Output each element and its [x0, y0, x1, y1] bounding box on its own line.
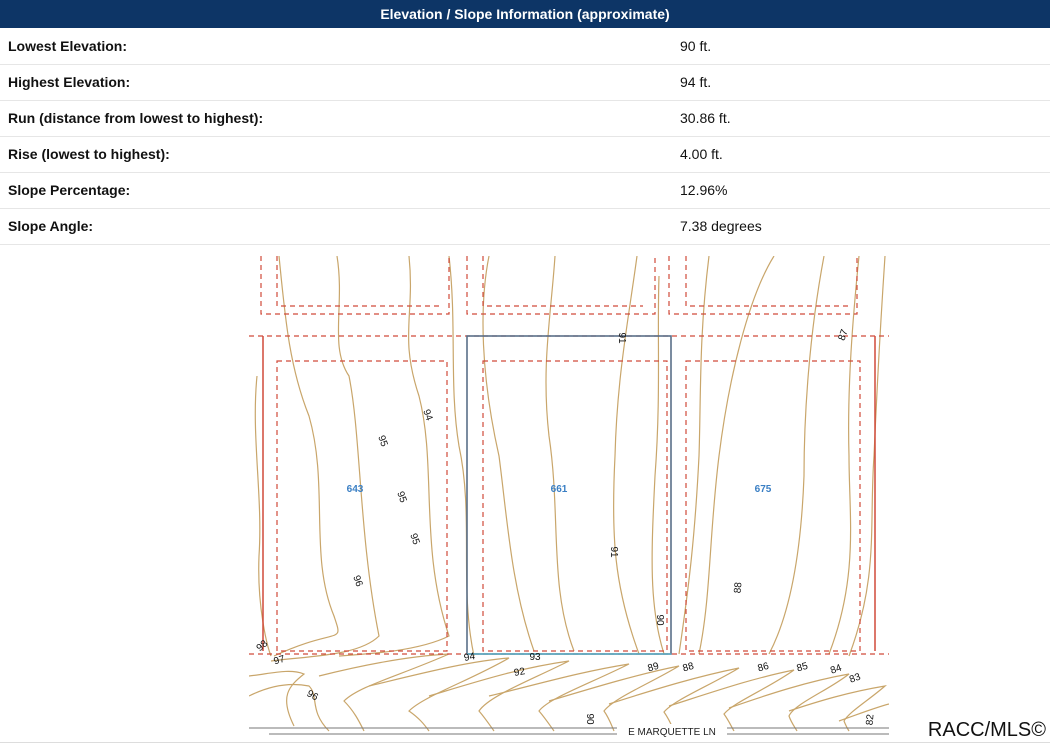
contour-label: 91 [616, 332, 627, 344]
contour-label: 94 [463, 651, 476, 664]
bottom-divider [0, 742, 1050, 743]
contour-label: 87 [837, 328, 851, 343]
contour-label: 95 [394, 490, 408, 505]
contour-line [608, 667, 740, 732]
contour-label: 92 [513, 666, 526, 679]
contour-label: 82 [865, 713, 877, 725]
table-row: Lowest Elevation: 90 ft. [0, 28, 1050, 65]
row-value: 12.96% [672, 172, 1050, 209]
contour-line [828, 256, 860, 655]
lot-boundary-top-middle [466, 256, 656, 315]
row-value: 30.86 ft. [672, 100, 1050, 137]
contour-label: 96 [305, 688, 321, 703]
contour-line [249, 683, 330, 732]
lot-boundary-left [276, 360, 448, 652]
row-label: Slope Angle: [0, 208, 672, 245]
table-row: Rise (lowest to highest): 4.00 ft. [0, 136, 1050, 173]
parcel-boundaries [249, 256, 889, 655]
contour-line [768, 256, 825, 655]
street-label-bg [617, 724, 727, 738]
contour-lines [249, 256, 889, 732]
contour-label: 93 [529, 652, 541, 663]
row-label: Run (distance from lowest to highest): [0, 100, 672, 137]
contour-label: 90 [584, 713, 595, 725]
row-value: 4.00 ft. [672, 136, 1050, 173]
topo-map: 643 661 675 94 95 95 95 96 98 97 96 94 9… [249, 256, 889, 740]
table-row: Run (distance from lowest to highest): 3… [0, 100, 1050, 137]
contour-label: 88 [733, 581, 745, 593]
contour-line [788, 685, 887, 732]
contour-label: 94 [420, 408, 434, 423]
table-row: Slope Angle: 7.38 degrees [0, 208, 1050, 245]
contour-label: 83 [848, 671, 863, 685]
row-value: 94 ft. [672, 64, 1050, 101]
contour-label: 84 [829, 662, 844, 676]
street-label: E MARQUETTE LN [628, 727, 716, 738]
lot-boundary-top-right [668, 256, 858, 315]
lot-label: 675 [755, 484, 772, 495]
contour-line [612, 256, 640, 655]
contour-line [448, 256, 475, 657]
contour-line [545, 256, 575, 652]
lot-boundary-middle [482, 360, 668, 652]
topo-map-svg: 643 661 675 94 95 95 95 96 98 97 96 94 9… [249, 256, 889, 738]
contour-line [428, 660, 570, 732]
contour-line [838, 703, 889, 722]
contour-label: 85 [796, 661, 810, 675]
street: E MARQUETTE LN [249, 724, 889, 738]
contour-line [338, 256, 450, 657]
contour-label: 89 [647, 661, 661, 675]
contour-line [254, 375, 272, 657]
contour-line [678, 256, 710, 655]
contour-line [273, 256, 339, 657]
contour-label: 95 [407, 532, 421, 547]
elevation-info-table: Lowest Elevation: 90 ft. Highest Elevati… [0, 28, 1050, 245]
lot-boundary-top-left [276, 256, 439, 307]
lot-boundary-top-left [260, 256, 450, 315]
row-label: Lowest Elevation: [0, 28, 672, 65]
contour-label: 91 [608, 546, 619, 558]
table-row: Slope Percentage: 12.96% [0, 172, 1050, 209]
contour-line [698, 256, 775, 655]
row-value: 7.38 degrees [672, 208, 1050, 245]
contour-line [368, 657, 510, 732]
contour-labels: 94 95 95 95 96 98 97 96 94 91 91 90 93 9… [255, 328, 877, 726]
contour-label: 86 [757, 661, 771, 675]
contour-line [668, 669, 795, 732]
contour-line [249, 670, 306, 727]
lot-boundary-right [685, 360, 861, 652]
header-title: Elevation / Slope Information (approxima… [380, 6, 670, 22]
contour-label: 96 [350, 574, 364, 589]
solid-boundaries [262, 336, 876, 651]
mls-watermark: RACC/MLS© [927, 719, 1046, 741]
row-value: 90 ft. [672, 28, 1050, 65]
lot-labels: 643 661 675 [347, 484, 772, 495]
contour-line [848, 256, 886, 657]
table-row: Highest Elevation: 94 ft. [0, 64, 1050, 101]
contour-line [728, 673, 850, 732]
lot-label: 643 [347, 484, 364, 495]
contour-label: 97 [273, 654, 287, 668]
lot-boundary-top-right [685, 256, 849, 307]
row-label: Slope Percentage: [0, 172, 672, 209]
contour-line [548, 665, 680, 732]
elevation-header: Elevation / Slope Information (approxima… [0, 0, 1050, 28]
row-label: Highest Elevation: [0, 64, 672, 101]
contour-label: 88 [682, 661, 696, 675]
contour-line [482, 256, 535, 652]
contour-line [488, 663, 630, 732]
lot-boundary-top-middle [482, 256, 643, 307]
contour-line [651, 275, 665, 655]
contour-line [270, 256, 380, 662]
lot-label: 661 [551, 484, 568, 495]
contour-line [318, 653, 450, 732]
contour-label: 90 [654, 614, 665, 626]
contour-label: 95 [375, 434, 389, 449]
subject-parcel [466, 335, 672, 655]
contour-label: 98 [255, 638, 271, 654]
row-label: Rise (lowest to highest): [0, 136, 672, 173]
